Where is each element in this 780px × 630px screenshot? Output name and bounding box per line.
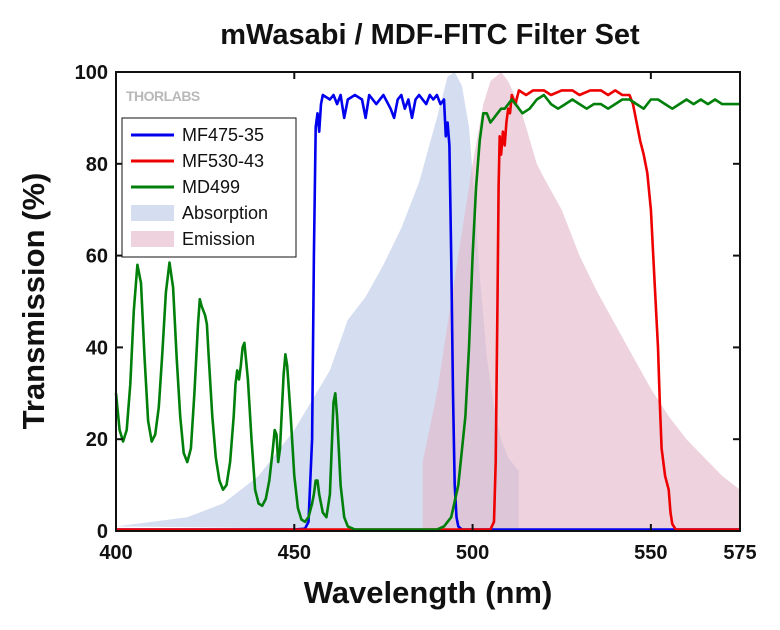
x-tick-label: 575: [723, 542, 756, 564]
x-tick-label: 500: [456, 542, 489, 564]
legend-swatch-absorption: [131, 205, 174, 221]
y-tick-label: 0: [97, 521, 108, 543]
y-axis-label: Transmission (%): [16, 173, 51, 430]
y-tick-label: 40: [86, 337, 108, 359]
legend-swatch-emission: [131, 231, 174, 247]
chart-legend: MF475-35 MF530-43 MD499 Absorption Emission: [121, 117, 297, 258]
y-tick-label: 100: [75, 62, 108, 84]
x-tick-label: 400: [99, 542, 132, 564]
x-tick-label: 450: [278, 542, 311, 564]
legend-label-emission: Emission: [182, 229, 255, 249]
line-mf530-43: [116, 89, 740, 531]
line-md499: [114, 93, 740, 531]
chart-title: mWasabi / MDF-FITC Filter Set: [220, 19, 640, 51]
x-tick-label: 550: [634, 542, 667, 564]
area-absorption: [116, 72, 519, 531]
thorlabs-logo: THORLABS: [126, 88, 200, 104]
line-mf475-35: [116, 93, 740, 531]
y-tick-label: 60: [86, 246, 108, 268]
legend-label-mf530-43: MF530-43: [182, 151, 264, 171]
legend-label-md499: MD499: [182, 177, 240, 197]
legend-label-mf475-35: MF475-35: [182, 125, 264, 145]
y-tick-label: 80: [86, 154, 108, 176]
line-series-group: [114, 89, 740, 531]
axis-ticks: 400 450 500 550 575 0 20 40 60 80 100: [75, 62, 757, 564]
x-axis-label: Wavelength (nm): [304, 575, 553, 610]
y-tick-label: 20: [86, 429, 108, 451]
plot-frame: [115, 71, 741, 532]
legend-label-absorption: Absorption: [182, 203, 268, 223]
